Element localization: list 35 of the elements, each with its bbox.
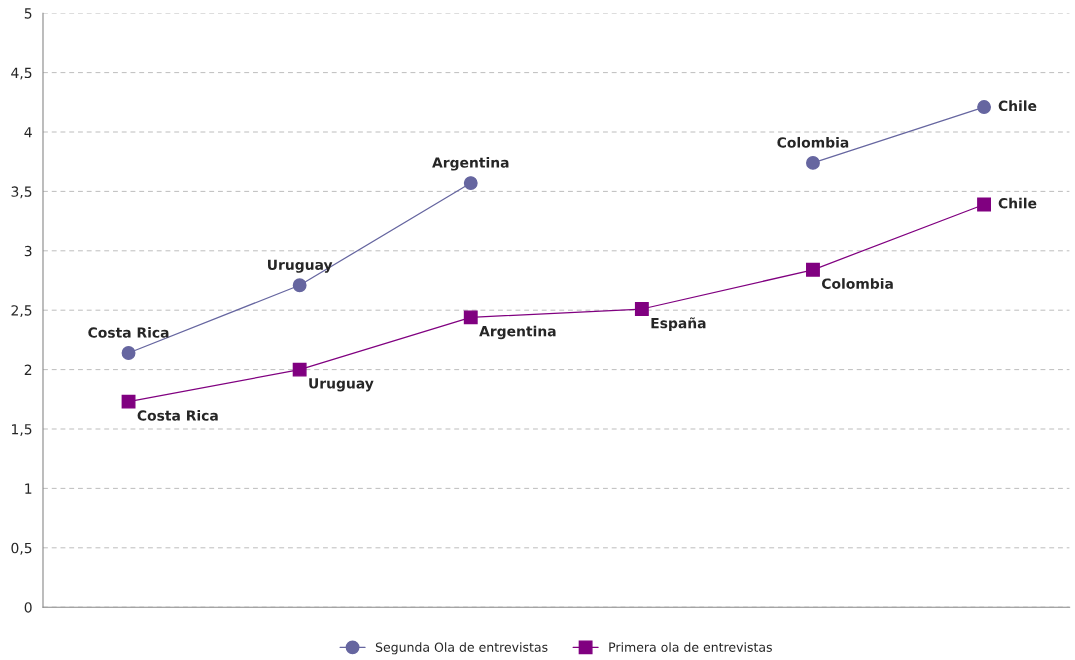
y-tick-label: 3 [24,245,32,257]
data-label: Colombia [821,278,893,289]
point [463,310,478,325]
point [977,197,992,212]
data-label: Argentina [432,157,509,171]
y-tick-label: 2 [24,364,32,375]
data-label: Uruguay [309,378,374,392]
point [806,262,820,277]
point [121,346,136,360]
y-tick-label: 3,5 [11,186,32,199]
point [121,394,136,409]
point [463,176,478,191]
data-label: Costa Rica [137,410,218,421]
point [292,278,307,293]
point [806,155,820,170]
y-tick-label: 5 [24,8,32,19]
data-label: España [651,317,706,332]
point [292,362,307,377]
data-label: Argentina [479,325,556,340]
y-tick-label: 2,5 [11,305,32,318]
point [634,302,649,316]
legend-label: Primera ola de entrevistas [609,642,772,652]
data-label: Costa Rica [88,327,169,338]
y-tick-label: 1,5 [12,424,32,436]
y-tick-label: 1 [25,483,32,494]
legend-label: Segunda Ola de entrevistas [375,642,548,655]
data-label: Uruguay [268,259,333,273]
y-tick-label: 0,5 [11,542,32,555]
y-tick-label: 4,5 [11,67,32,80]
y-tick-label: 0 [24,602,32,613]
data-label: Colombia [777,136,849,148]
data-label: Chile [998,197,1037,209]
data-label: Chile [998,100,1037,112]
y-tick-label: 4 [24,127,32,138]
point [977,100,992,114]
